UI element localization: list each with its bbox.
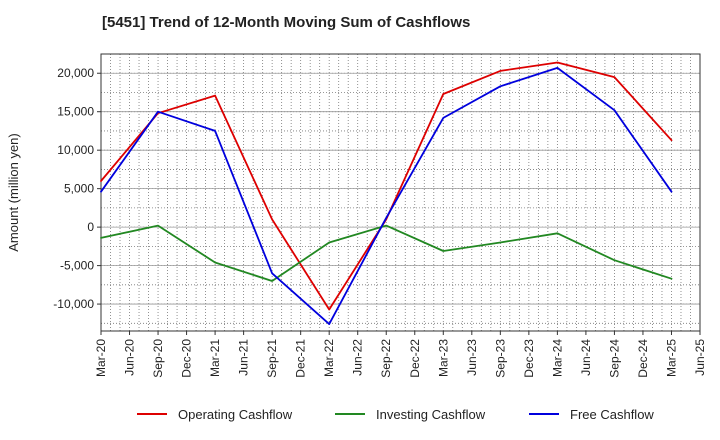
y-axis-label: Amount (million yen) (6, 133, 21, 252)
y-axis: -10,000 -5,000 0 5,000 10,000 15,000 20,000 (53, 66, 101, 311)
x-tick-label: Dec-21 (294, 339, 308, 378)
x-tick-label: Jun-22 (351, 339, 365, 376)
y-tick-label: -10,000 (53, 297, 94, 311)
x-tick-label: Jun-21 (237, 339, 251, 376)
y-tick-label: 5,000 (64, 182, 94, 196)
legend-label: Investing Cashflow (376, 407, 486, 422)
series-lines (100, 61, 673, 326)
x-tick-label: Jun-25 (693, 339, 707, 376)
chart-title: [5451] Trend of 12-Month Moving Sum of C… (102, 14, 471, 31)
x-tick-label: Jun-24 (579, 339, 593, 376)
legend-label: Free Cashflow (570, 407, 654, 422)
y-tick-label: 20,000 (57, 66, 94, 80)
x-tick-label: Sep-20 (151, 339, 165, 378)
x-tick-label: Jun-20 (123, 339, 137, 376)
x-tick-label: Sep-24 (607, 339, 621, 378)
x-tick-label: Mar-22 (322, 339, 336, 377)
x-tick-label: Sep-21 (265, 339, 279, 378)
x-tick-label: Dec-20 (180, 339, 194, 378)
legend: Operating Cashflow Investing Cashflow Free… (137, 407, 654, 422)
x-tick-label: Dec-24 (636, 339, 650, 378)
x-axis: Mar-20 Jun-20 Sep-20 Dec-20 Mar-21 Jun-21 Sep-… (94, 331, 707, 378)
x-tick-label: Mar-25 (664, 339, 678, 377)
y-tick-label: 15,000 (57, 105, 94, 119)
x-tick-label: Dec-23 (522, 339, 536, 378)
series-line-investing-cashflow (100, 224, 673, 282)
y-tick-label: 10,000 (57, 143, 94, 157)
x-tick-label: Mar-21 (208, 339, 222, 377)
x-tick-label: Dec-22 (408, 339, 422, 378)
y-tick-label: -5,000 (60, 259, 94, 273)
x-tick-label: Mar-23 (436, 339, 450, 377)
x-tick-label: Mar-20 (94, 339, 108, 377)
x-tick-label: Sep-23 (493, 339, 507, 378)
x-tick-label: Sep-22 (379, 339, 393, 378)
legend-label: Operating Cashflow (178, 407, 293, 422)
x-tick-label: Mar-24 (550, 339, 564, 377)
y-tick-label: 0 (87, 220, 94, 234)
x-tick-label: Jun-23 (465, 339, 479, 376)
series-line-free-cashflow (100, 67, 673, 326)
